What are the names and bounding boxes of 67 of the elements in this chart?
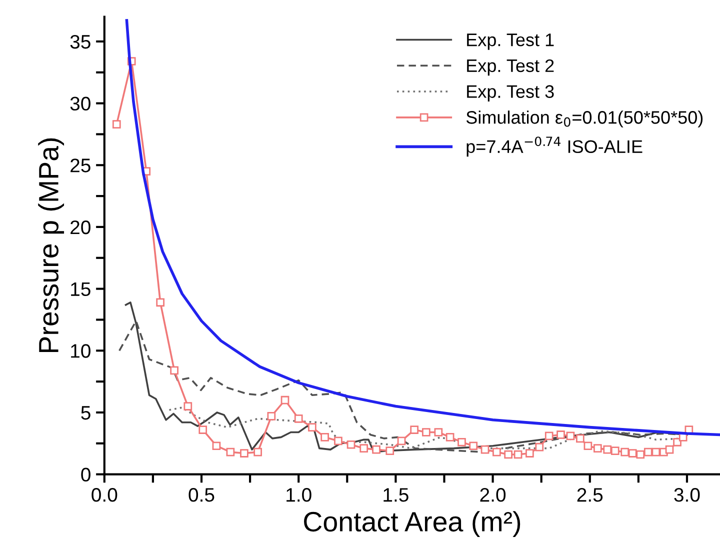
point — [620, 448, 630, 456]
point — [170, 366, 178, 375]
y-tick-label: 5 — [81, 406, 90, 420]
y-tick-label: 0 — [81, 468, 90, 482]
point — [320, 433, 329, 442]
point — [410, 426, 419, 434]
point — [334, 436, 342, 446]
point — [212, 442, 221, 450]
y-tick-label: 25 — [70, 158, 90, 172]
x-tick-label: 0.5 — [188, 488, 214, 502]
point — [112, 120, 121, 128]
point — [198, 426, 208, 434]
point — [665, 445, 674, 454]
x-axis-title: Contact Area (m²) — [304, 511, 520, 538]
point — [254, 448, 262, 456]
legend-label: p=7.4A$^{−0.74}$ ISO-ALIE — [466, 136, 642, 157]
point — [603, 445, 612, 454]
point — [294, 414, 303, 423]
point — [240, 449, 248, 458]
point — [469, 442, 478, 450]
y-tick-label: 10 — [71, 344, 90, 358]
legend-label: Exp. Test 3 — [467, 85, 554, 102]
x-tick-label: 2.5 — [577, 488, 603, 502]
point — [226, 448, 235, 456]
point — [593, 444, 602, 452]
point — [434, 428, 443, 436]
point — [504, 450, 512, 459]
point — [308, 423, 316, 432]
x-tick-label: 1.0 — [286, 488, 312, 502]
point — [628, 449, 637, 458]
point — [446, 433, 454, 442]
point — [544, 432, 554, 440]
x-tick-label: 0.0 — [92, 488, 118, 502]
point — [492, 448, 501, 456]
point — [526, 449, 534, 458]
point — [584, 442, 592, 450]
legend-label: Simulation ε$_{0}$=0.01(50*50*50) — [466, 110, 703, 128]
legend-label: Exp. Test 2 — [467, 59, 554, 76]
point — [535, 442, 544, 452]
y-tick-label: 35 — [70, 34, 90, 49]
point — [610, 446, 620, 455]
y-axis-title: Pressure p (MPa) — [38, 138, 64, 352]
point — [184, 402, 192, 410]
point — [636, 450, 645, 459]
point — [652, 448, 660, 456]
point — [156, 298, 164, 307]
point — [346, 440, 356, 449]
y-tick-label: 20 — [70, 220, 90, 234]
x-tick-label: 1.5 — [384, 488, 408, 502]
point — [566, 432, 575, 440]
point — [514, 450, 522, 459]
point — [480, 445, 490, 454]
y-tick-label: 30 — [70, 96, 90, 111]
point — [458, 438, 466, 446]
x-tick-label: 2.0 — [480, 488, 506, 502]
point — [267, 412, 276, 420]
point — [386, 446, 394, 455]
point — [280, 396, 290, 404]
x-tick-label: 3.0 — [674, 488, 700, 502]
point — [422, 428, 430, 436]
point — [360, 444, 368, 452]
point — [372, 445, 380, 454]
y-tick-label: 15 — [71, 282, 90, 296]
point — [576, 434, 584, 443]
point — [397, 436, 406, 446]
legend-label: Exp. Test 1 — [467, 34, 554, 50]
point — [556, 430, 565, 439]
